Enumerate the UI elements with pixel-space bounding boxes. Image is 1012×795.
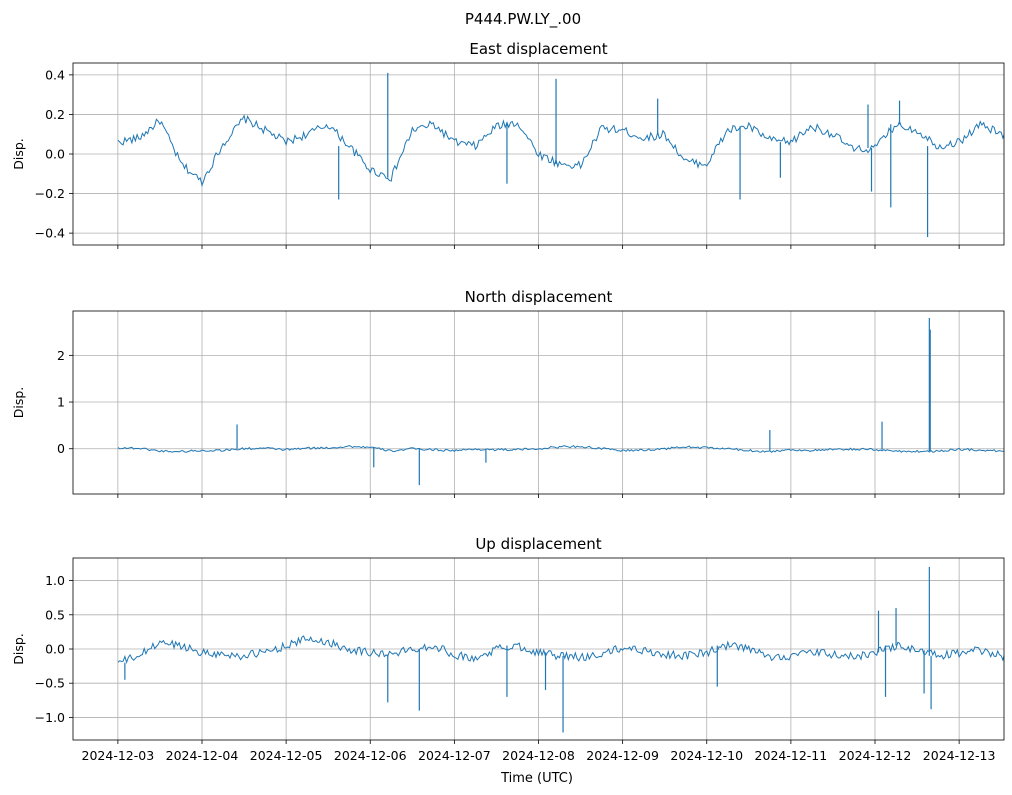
- series-line: [117, 635, 1004, 665]
- y-tick-label: 0.4: [45, 67, 65, 82]
- panel-title: East displacement: [469, 40, 607, 58]
- y-axis-label: Disp.: [11, 387, 26, 419]
- panel-title: Up displacement: [475, 535, 601, 553]
- y-tick-label: 1: [57, 395, 65, 410]
- y-tick-label: 0.2: [45, 107, 65, 122]
- x-tick-label: 2024-12-08: [502, 748, 575, 763]
- figure-suptitle: P444.PW.LY_.00: [465, 10, 581, 29]
- x-tick-label: 2024-12-11: [755, 748, 828, 763]
- panel-1: East displacement −0.4 −0.2 0.0 0.2 0.4 Disp.: [11, 40, 1005, 249]
- x-tick-label: 2024-12-04: [166, 748, 239, 763]
- y-tick-label: −1.0: [35, 710, 65, 725]
- x-tick-label: 2024-12-06: [334, 748, 407, 763]
- y-tick-label: −0.4: [35, 226, 65, 241]
- y-tick-label: 0.0: [45, 642, 65, 657]
- axes-frame: [72, 557, 1005, 741]
- y-tick-label: 2: [57, 348, 65, 363]
- series-line: [117, 444, 1004, 453]
- y-tick-label: 0: [57, 441, 65, 456]
- x-axis-label: Time (UTC): [500, 771, 573, 786]
- x-tick-label: 2024-12-07: [418, 748, 491, 763]
- axes-frame: [72, 310, 1005, 495]
- x-tick-label: 2024-12-13: [923, 748, 996, 763]
- y-tick-label: −0.5: [35, 676, 65, 691]
- series-line: [117, 114, 1004, 188]
- y-tick-label: 1.0: [45, 573, 65, 588]
- x-tick-label: 2024-12-10: [670, 748, 743, 763]
- y-tick-label: 0.5: [45, 607, 65, 622]
- panel-2: North displacement 0 1 2 Disp.: [11, 288, 1005, 498]
- x-tick-label: 2024-12-03: [82, 748, 155, 763]
- x-tick-label: 2024-12-09: [586, 748, 659, 763]
- y-tick-label: −0.2: [35, 186, 65, 201]
- panel-3: Up displacement 2024-12-03 2024-12-04 2024-…: [11, 535, 1005, 763]
- y-axis-label: Disp.: [11, 138, 26, 170]
- y-axis-label: Disp.: [11, 633, 26, 665]
- x-tick-label: 2024-12-12: [839, 748, 912, 763]
- panel-title: North displacement: [465, 288, 613, 306]
- y-tick-label: 0.0: [45, 147, 65, 162]
- x-tick-label: 2024-12-05: [250, 748, 323, 763]
- axes-frame: [72, 62, 1005, 246]
